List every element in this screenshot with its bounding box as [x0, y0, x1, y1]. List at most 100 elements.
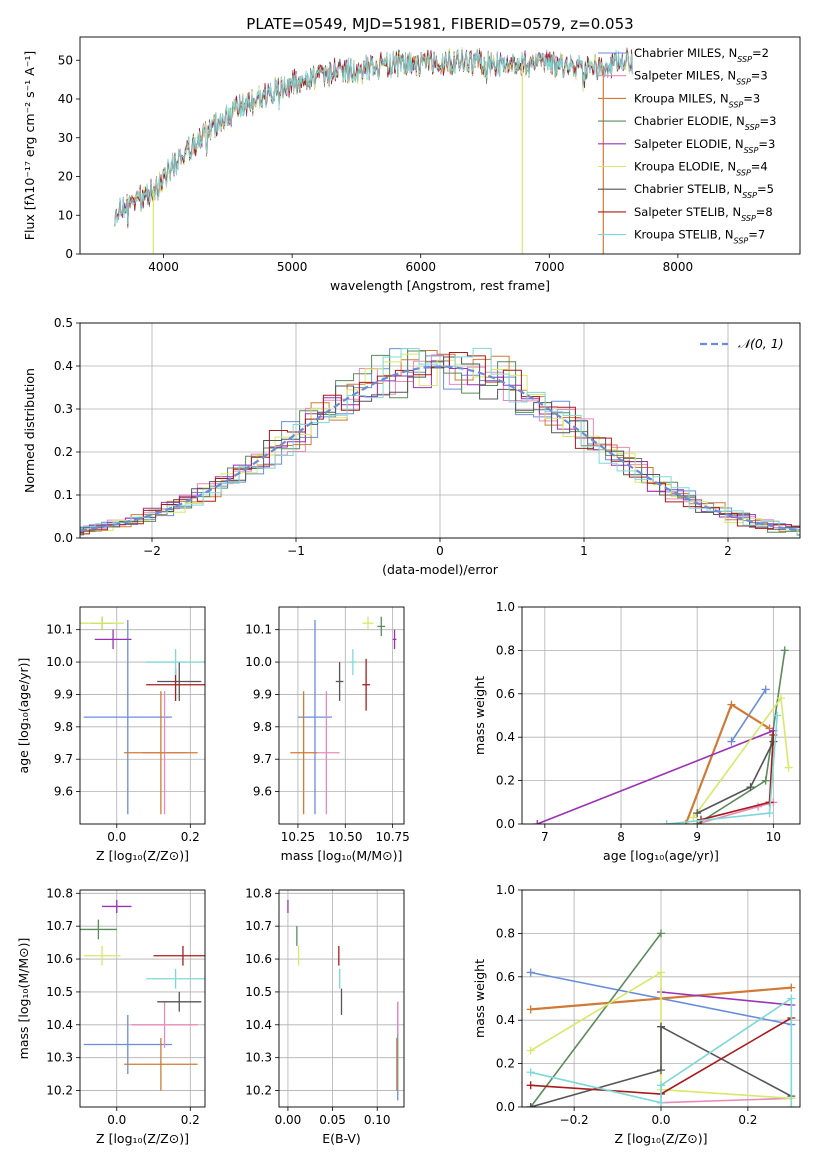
y-tick-label: 0.0	[54, 531, 73, 545]
figure-title: PLATE=0549, MJD=51981, FIBERID=0579, z=0…	[246, 15, 633, 33]
weight-line-salpeter-miles	[660, 1097, 792, 1104]
y-tick-label: 0.0	[496, 817, 515, 831]
y-tick-label: 0.8	[496, 926, 515, 940]
plot-frame	[278, 889, 405, 1108]
x-tick-label: 0.00	[275, 1113, 302, 1127]
y-axis-label: Normed distribution	[22, 368, 37, 493]
error-crosses	[80, 899, 205, 1091]
y-tick-label: 20	[58, 170, 73, 184]
weight-marker	[657, 1081, 665, 1090]
x-tick-label: −2	[143, 544, 161, 558]
weight-marker	[657, 968, 665, 977]
spectrum-salpeter-elodie	[114, 49, 633, 227]
y-tick-label: 10.1	[245, 623, 272, 637]
x-tick-label: 1	[580, 544, 588, 558]
plot-frame	[79, 36, 801, 255]
legend-label: Kroupa STELIB, NSSP=7	[634, 228, 765, 246]
residual-histograms	[80, 347, 800, 536]
y-axis-label: mass weight	[472, 959, 487, 1038]
y-tick-label: 10.4	[245, 1018, 272, 1032]
x-tick-label: 0.0	[107, 1113, 126, 1127]
weight-line-chabrier-stelib	[696, 741, 775, 814]
y-tick-label: 9.9	[54, 687, 73, 701]
legend-label: Chabrier STELIB, NSSP=5	[634, 182, 774, 200]
x-tick-label: 7	[541, 830, 549, 844]
weight-marker	[662, 820, 671, 824]
y-tick-label: 0.4	[496, 730, 515, 744]
weight-marker	[657, 1066, 665, 1075]
weight-line-salpeter-stelib	[700, 734, 775, 821]
y-tick-label: 1.0	[496, 600, 515, 614]
legend-label: Salpeter ELODIE, NSSP=3	[634, 137, 775, 155]
y-axis-label: Flux [fλ10⁻¹⁷ erg cm⁻² s⁻¹ A⁻¹]	[22, 51, 37, 240]
weight-series	[526, 929, 796, 1107]
y-tick-label: 10.5	[46, 985, 73, 999]
x-tick-label: 8000	[663, 260, 694, 274]
weight-marker	[526, 1081, 535, 1090]
y-tick-label: 0.6	[496, 970, 515, 984]
y-tick-label: 0.8	[496, 643, 515, 657]
x-tick-label: −0.2	[560, 1113, 589, 1127]
plot-frame	[521, 889, 801, 1108]
x-tick-label: 0.10	[364, 1113, 391, 1127]
plot-frame	[79, 889, 206, 1108]
y-tick-label: 10.2	[245, 1084, 272, 1098]
weight-marker	[787, 983, 796, 992]
weight-marker	[746, 783, 755, 792]
x-axis-label: age [log₁₀(age/yr)]	[603, 848, 719, 863]
x-tick-label: 7000	[534, 260, 565, 274]
weight-marker	[657, 929, 665, 938]
x-tick-label: 2	[724, 544, 732, 558]
x-tick-label: 10.25	[281, 830, 315, 844]
spectrum-kroupa-stelib	[114, 48, 633, 227]
weight-marker	[526, 968, 535, 977]
weight-marker	[761, 685, 770, 694]
plot-frame	[521, 606, 801, 825]
x-axis-label: (data-model)/error	[382, 562, 499, 577]
x-tick-label: 10.50	[328, 830, 362, 844]
y-tick-label: 40	[58, 92, 73, 106]
y-tick-label: 9.7	[54, 752, 73, 766]
x-tick-label: 0.2	[181, 1113, 200, 1127]
weight-marker	[773, 711, 782, 720]
weight-vs-age-panel: 7 8 9 10 0.0 0.2 0.4 0.6 0.8 1.0 age [log₁₀(age/yr…	[472, 600, 801, 863]
x-tick-label: 0.0	[651, 1113, 670, 1127]
x-tick-label: 9	[693, 830, 701, 844]
x-axis-label: Z [log₁₀(Z/Z⊙)]	[96, 848, 189, 863]
y-tick-label: 0.5	[54, 316, 73, 330]
weight-vs-metallicity-panel: −0.2 0.0 0.2 0.0 0.2 0.4 0.6 0.8 1.0 Z [log₁₀(Z/Z…	[472, 883, 801, 1146]
legend-label: Chabrier MILES, NSSP=2	[634, 46, 769, 64]
histogram-chabrier-stelib	[80, 356, 800, 533]
legend-label: Salpeter MILES, NSSP=3	[634, 69, 768, 87]
y-tick-label: 0.4	[496, 1013, 515, 1027]
spectrum-panel: 4000 5000 6000 7000 8000 0 10 20 30 40 50 wavelengt…	[22, 36, 801, 293]
y-tick-label: 10.1	[46, 623, 73, 637]
x-axis-label: mass [log₁₀(M/M⊙)]	[281, 848, 403, 863]
mass-vs-metallicity-panel: 0.0 0.2 10.2 10.3 10.4 10.5 10.6 10.7 10.8 Z [log…	[16, 886, 206, 1146]
weight-marker	[761, 776, 770, 785]
x-axis-label: wavelength [Angstrom, rest frame]	[330, 278, 550, 293]
weight-marker	[780, 646, 789, 655]
y-tick-label: 10	[58, 208, 73, 222]
x-tick-label: 10	[766, 830, 781, 844]
mass-vs-extinction-panel: 0.00 0.05 0.10 10.2 10.3 10.4 10.5 10.6 10.7 10.8…	[245, 886, 405, 1146]
x-axis-label: Z [log₁₀(Z/Z⊙)]	[96, 1131, 189, 1146]
error-crosses	[287, 899, 399, 1101]
x-tick-label: 10.75	[375, 830, 409, 844]
y-axis-label: mass weight	[472, 676, 487, 755]
y-tick-label: 10.8	[245, 886, 272, 900]
legend-label: 𝒩(0, 1)	[738, 336, 784, 351]
weight-marker	[526, 1068, 535, 1077]
error-crosses	[80, 616, 205, 815]
x-axis-label: Z [log₁₀(Z/Z⊙)]	[615, 1131, 708, 1146]
y-tick-label: 9.6	[253, 785, 272, 799]
y-tick-label: 9.7	[253, 752, 272, 766]
y-tick-label: 10.0	[245, 655, 272, 669]
y-tick-label: 10.3	[245, 1051, 272, 1065]
weight-marker	[693, 809, 702, 818]
y-tick-label: 0.0	[496, 1100, 515, 1114]
weight-marker	[727, 737, 736, 746]
weight-marker	[526, 1005, 535, 1014]
y-tick-label: 0.2	[496, 774, 515, 788]
x-axis-label: E(B-V)	[322, 1131, 361, 1146]
